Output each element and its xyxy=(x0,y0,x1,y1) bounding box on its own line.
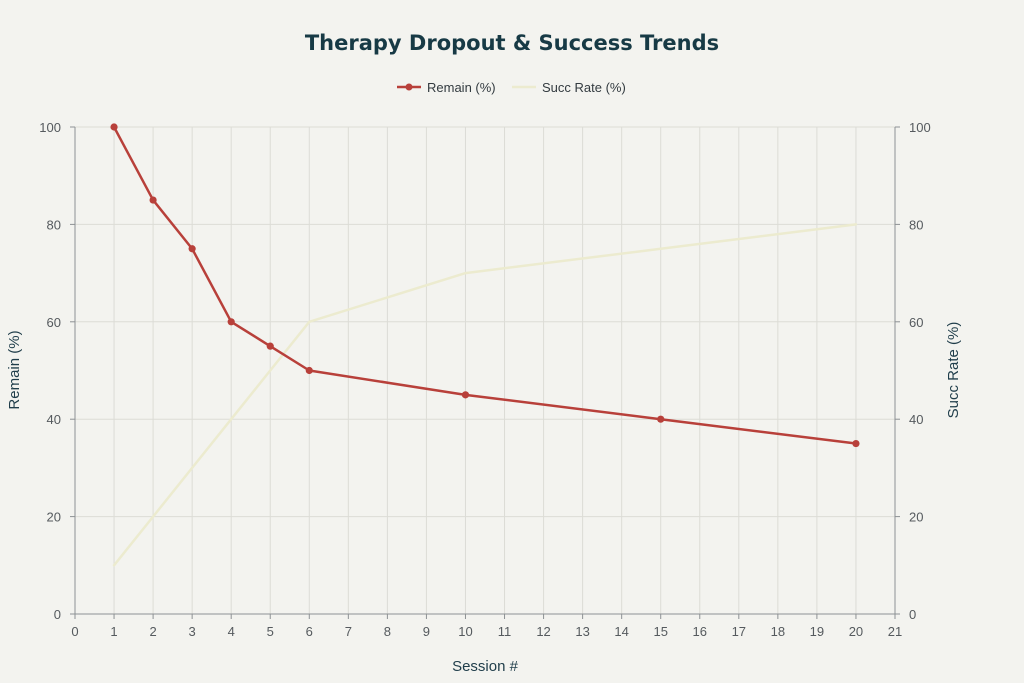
x-tick-label: 6 xyxy=(306,624,313,639)
y-tick-label-right: 20 xyxy=(909,510,923,525)
x-tick-label: 18 xyxy=(771,624,785,639)
legend-label: Succ Rate (%) xyxy=(542,80,626,95)
data-point-remain xyxy=(227,318,235,326)
x-tick-label: 10 xyxy=(458,624,472,639)
data-point-remain xyxy=(266,342,274,350)
y-tick-label-left: 100 xyxy=(39,120,61,135)
y-tick-label-right: 40 xyxy=(909,412,923,427)
axes: 0 1 2 3 4 5 6 7 8 9 10 11 12 13 14 15 16 17 18 19 20 21020406… xyxy=(39,120,930,639)
x-tick-label: 2 xyxy=(149,624,156,639)
data-point-remain xyxy=(305,366,313,375)
y-tick-label-right: 100 xyxy=(909,120,931,135)
y-axis-title-right: Succ Rate (%) xyxy=(945,322,962,419)
data-point-remain xyxy=(461,391,470,399)
y-tick-label-right: 0 xyxy=(909,607,916,622)
y-axis-title-left: Remain (%) xyxy=(6,330,23,409)
series-layer xyxy=(110,123,860,567)
y-tick-label-left: 20 xyxy=(47,510,61,525)
y-tick-label-left: 80 xyxy=(47,217,61,232)
x-tick-label: 9 xyxy=(423,624,430,639)
legend-swatch-marker xyxy=(405,83,413,91)
x-tick-label: 7 xyxy=(345,624,352,639)
x-tick-label: 8 xyxy=(384,624,391,639)
x-tick-label: 0 xyxy=(71,624,78,639)
x-tick-label: 1 xyxy=(110,624,117,639)
series-line-succ-rate xyxy=(112,223,858,567)
grid xyxy=(75,126,895,614)
y-tick-label-right: 80 xyxy=(909,217,923,232)
data-point-remain xyxy=(110,123,118,131)
x-tick-label: 16 xyxy=(693,624,707,639)
legend-item: Succ Rate (%) xyxy=(512,80,626,95)
series-line-remain xyxy=(112,125,858,445)
x-tick-label: 21 xyxy=(888,624,902,639)
y-tick-label-left: 0 xyxy=(54,607,61,622)
legend-label: Remain (%) xyxy=(427,80,496,95)
x-tick-label: 19 xyxy=(810,624,824,639)
x-tick-label: 15 xyxy=(653,624,667,639)
x-tick-label: 13 xyxy=(575,624,589,639)
x-tick-label: 4 xyxy=(228,624,235,639)
legend-item: Remain (%) xyxy=(397,80,496,95)
y-tick-label-left: 60 xyxy=(47,315,61,330)
y-tick-label-left: 40 xyxy=(47,412,61,427)
x-tick-label: 17 xyxy=(732,624,746,639)
legend: Remain (%) Succ Rate (%) xyxy=(397,80,626,95)
data-point-remain xyxy=(149,196,157,204)
y-tick-label-right: 60 xyxy=(909,315,923,330)
x-tick-label: 20 xyxy=(849,624,863,639)
chart-title: Therapy Dropout & Success Trends xyxy=(305,31,719,55)
x-tick-label: 11 xyxy=(498,624,512,639)
x-tick-label: 14 xyxy=(614,624,628,639)
x-axis-title: Session # xyxy=(452,658,519,675)
x-tick-label: 12 xyxy=(536,624,550,639)
data-point-remain xyxy=(852,439,860,448)
data-point-remain xyxy=(188,245,196,253)
x-tick-label: 5 xyxy=(267,624,274,639)
x-tick-label: 3 xyxy=(189,624,196,639)
data-point-remain xyxy=(657,415,665,423)
